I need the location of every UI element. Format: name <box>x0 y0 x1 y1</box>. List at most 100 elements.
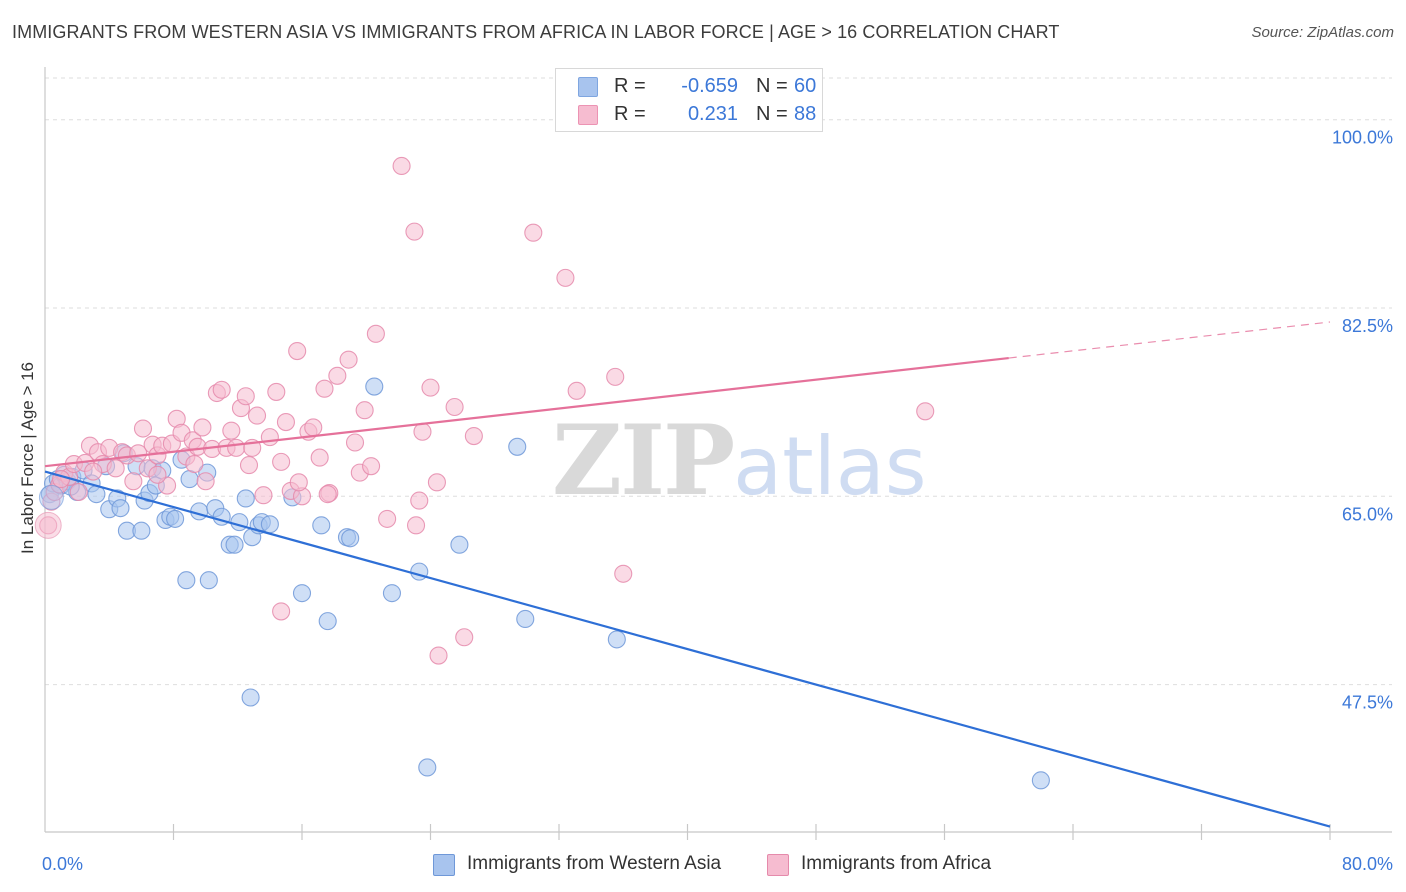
y-tick-label: 82.5% <box>1342 316 1393 336</box>
n-value: 88 <box>794 103 817 125</box>
western-asia-point <box>177 571 196 590</box>
africa-point <box>272 602 291 621</box>
western-asia-point <box>225 535 244 554</box>
africa-point <box>413 422 432 441</box>
watermark-atlas: atlas <box>733 420 927 513</box>
africa-point <box>405 222 424 241</box>
western-asia-point <box>341 529 360 548</box>
africa-point <box>916 402 935 421</box>
r-value: 0.231 <box>687 103 738 125</box>
western-asia-point <box>260 515 279 534</box>
africa-point <box>34 511 62 539</box>
africa-point <box>276 413 295 432</box>
source-label: Source: ZipAtlas.com <box>1251 24 1394 41</box>
western-asia-point <box>199 571 218 590</box>
r-label: R = <box>614 103 646 125</box>
western-asia-point <box>312 516 331 535</box>
chart-title: IMMIGRANTS FROM WESTERN ASIA VS IMMIGRAN… <box>12 22 1060 42</box>
bottom-legend-swatch-africa <box>767 854 789 876</box>
africa-point <box>52 470 71 489</box>
legend-swatch-western-asia <box>578 77 598 97</box>
africa-point <box>254 486 273 505</box>
africa-point <box>315 379 334 398</box>
africa-trend-line-dashed <box>1008 321 1331 359</box>
western-asia-point <box>166 509 185 528</box>
western-asia-point <box>111 499 130 518</box>
western-asia-point <box>418 758 437 777</box>
africa-point <box>212 380 231 399</box>
africa-point <box>133 419 153 438</box>
africa-point <box>227 438 246 457</box>
africa-point <box>185 454 204 474</box>
africa-point <box>355 401 374 420</box>
africa-point <box>69 482 88 502</box>
africa-point <box>304 418 323 437</box>
africa-point <box>236 387 255 406</box>
africa-point <box>289 473 308 492</box>
africa-point <box>239 456 259 475</box>
africa-point <box>318 485 337 504</box>
western-asia-point <box>318 612 337 631</box>
africa-point <box>288 342 307 361</box>
africa-point <box>193 418 212 437</box>
n-label: N = <box>756 75 788 97</box>
africa-point <box>410 491 429 510</box>
africa-point <box>567 381 586 400</box>
africa-point <box>606 367 625 386</box>
africa-point <box>421 378 440 397</box>
western-asia-point <box>132 521 151 540</box>
western-asia-point <box>190 502 209 521</box>
r-label: R = <box>614 75 646 97</box>
western-asia-point <box>230 513 249 532</box>
africa-point <box>392 156 411 176</box>
africa-point <box>427 473 446 492</box>
y-tick-label: 47.5% <box>1342 693 1393 713</box>
bottom-legend-swatch-western-asia <box>433 854 455 876</box>
africa-point <box>196 472 215 491</box>
y-tick-label: 65.0% <box>1342 504 1393 524</box>
western-asia-point <box>516 609 535 629</box>
africa-point <box>378 509 397 528</box>
watermark-zip: ZIP <box>552 404 735 517</box>
western-asia-point <box>241 688 260 707</box>
africa-point <box>455 628 474 647</box>
africa-point <box>247 406 267 425</box>
africa-point <box>366 324 385 343</box>
africa-trend-line <box>44 356 1009 468</box>
africa-point <box>84 462 103 481</box>
africa-point <box>362 457 381 476</box>
watermark: ZIPatlas <box>552 404 927 517</box>
africa-point <box>614 564 633 583</box>
bottom-legend-label-africa: Immigrants from Africa <box>801 853 992 874</box>
africa-point <box>429 646 448 665</box>
bottom-legend-label-western-asia: Immigrants from Western Asia <box>467 853 722 874</box>
western-asia-point <box>607 630 626 649</box>
africa-point <box>464 427 483 446</box>
africa-point <box>148 465 167 484</box>
africa-point <box>445 397 464 417</box>
y-axis-label: In Labor Force | Age > 16 <box>18 361 37 555</box>
africa-point <box>272 452 291 471</box>
n-label: N = <box>756 103 788 125</box>
western-asia-point <box>292 584 312 603</box>
r-value: -0.659 <box>681 75 738 97</box>
x-tick-label: 0.0% <box>42 854 83 874</box>
x-tick-label: 80.0% <box>1342 854 1393 874</box>
africa-point <box>556 268 575 287</box>
western-asia-point <box>508 437 527 456</box>
africa-point <box>267 382 286 401</box>
western-asia-point <box>180 470 199 489</box>
legend-swatch-africa <box>578 105 598 125</box>
n-value: 60 <box>794 75 817 97</box>
africa-point <box>260 428 279 447</box>
western-asia-point <box>38 484 64 510</box>
africa-point <box>339 350 358 369</box>
western-asia-point <box>236 489 255 508</box>
africa-point <box>129 444 148 463</box>
y-tick-label: 100.0% <box>1332 128 1393 148</box>
western-asia-point <box>450 535 469 554</box>
western-asia-point <box>365 377 384 396</box>
western-asia-trend-line <box>44 470 1331 828</box>
stats-legend: R = -0.659 N = 60 R = 0.231 N = 88 <box>555 68 823 132</box>
africa-point <box>524 223 543 242</box>
